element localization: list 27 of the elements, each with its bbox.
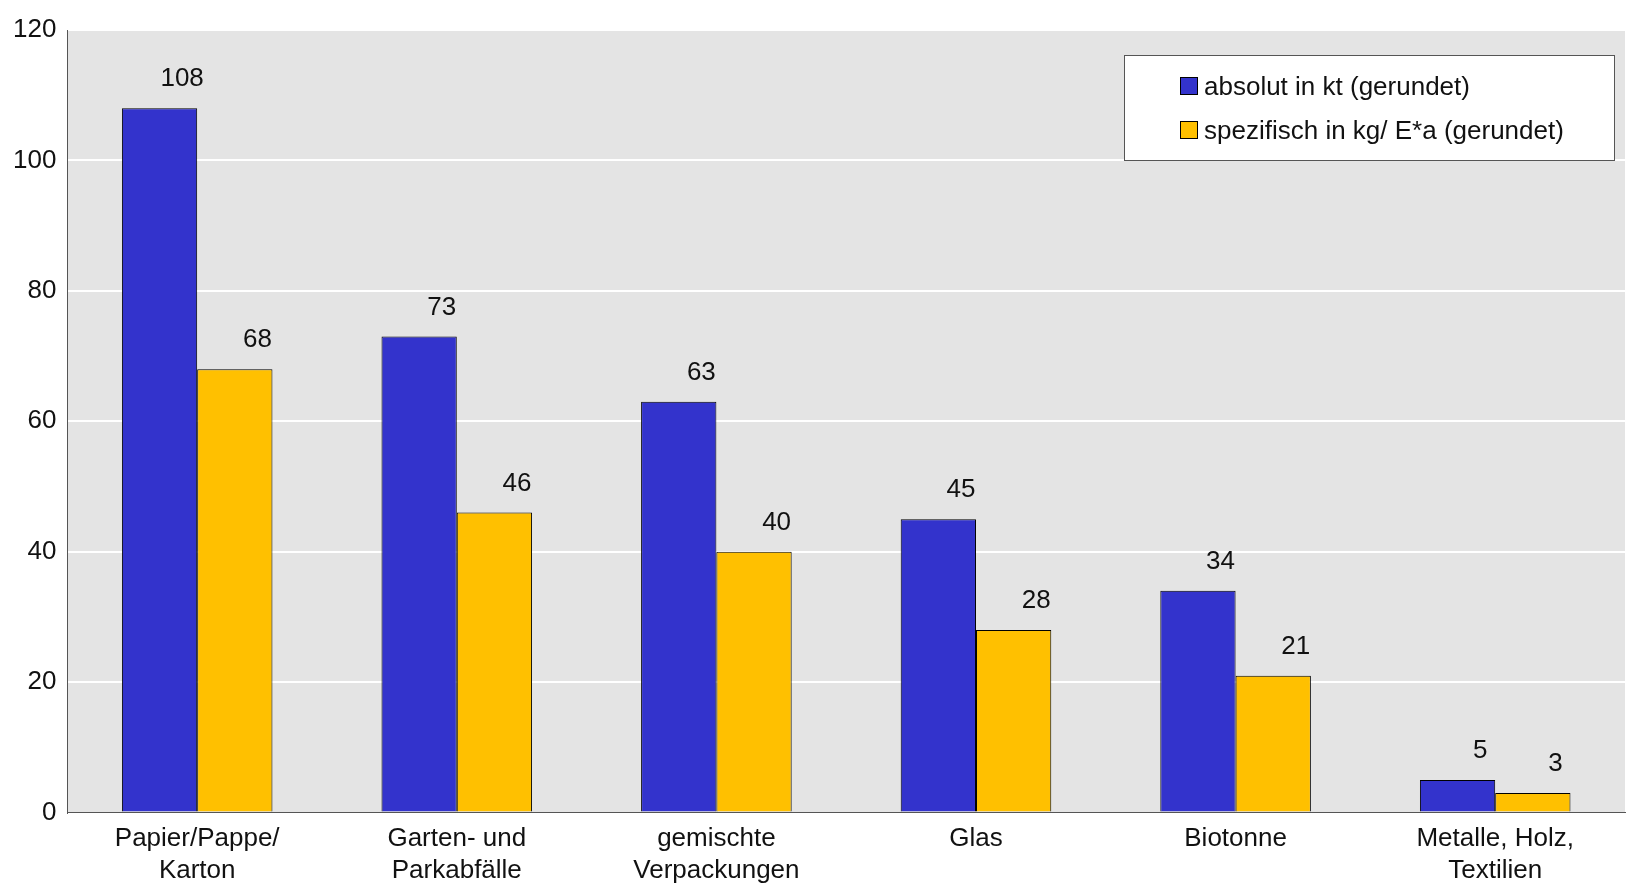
x-tick-label: Biotonne: [1184, 822, 1287, 853]
data-label: 21: [1281, 629, 1311, 660]
data-label: 73: [427, 290, 457, 321]
legend-label: spezifisch in kg/ E*a (gerundet): [1204, 114, 1564, 147]
data-label: 5: [1472, 734, 1488, 765]
data-label: 46: [502, 466, 532, 497]
y-tick-label: 60: [27, 404, 57, 435]
x-tick-label: Papier/Pappe/ Karton: [114, 822, 281, 884]
y-tick-label: 120: [12, 13, 57, 44]
x-tick-label: gemischte Verpackungen: [633, 822, 800, 884]
y-tick-label: 80: [27, 274, 57, 305]
legend-label: absolut in kt (gerundet): [1204, 70, 1470, 103]
y-tick-label: 0: [41, 795, 57, 826]
y-tick-label: 100: [12, 143, 57, 174]
data-label: 34: [1206, 545, 1235, 576]
y-tick-label: 20: [27, 665, 57, 696]
x-tick-label: Glas: [949, 822, 1003, 853]
data-label: 68: [242, 323, 272, 354]
x-tick-label: Metalle, Holz, Textilien: [1416, 822, 1574, 884]
data-label: 63: [686, 355, 716, 386]
data-label: 45: [946, 473, 976, 504]
y-tick-label: 40: [27, 534, 57, 565]
data-label: 28: [1021, 584, 1051, 615]
data-label: 3: [1548, 747, 1563, 778]
data-label: 108: [160, 62, 204, 93]
data-label: 40: [762, 505, 792, 536]
x-tick-label: Garten- und Parkabfälle: [387, 822, 527, 884]
